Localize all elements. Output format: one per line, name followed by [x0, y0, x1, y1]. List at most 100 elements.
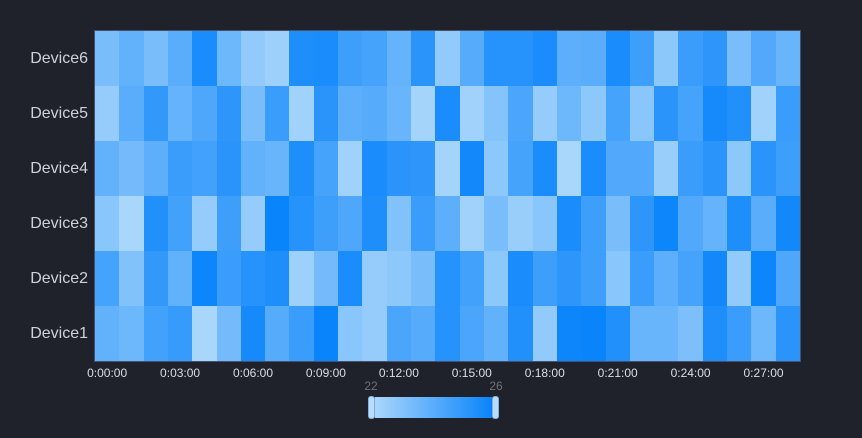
heatmap-cell[interactable] — [727, 86, 752, 141]
heatmap-cell[interactable] — [265, 141, 290, 196]
heatmap-cell[interactable] — [313, 86, 339, 141]
heatmap-cell[interactable] — [313, 31, 339, 86]
heatmap-cell[interactable] — [95, 141, 120, 196]
heatmap-cell[interactable] — [265, 86, 290, 141]
heatmap-cell[interactable] — [167, 141, 193, 196]
heatmap-cell[interactable] — [313, 196, 339, 251]
heatmap-cell[interactable] — [775, 306, 800, 361]
heatmap-cell[interactable] — [362, 251, 387, 306]
heatmap-cell[interactable] — [508, 86, 533, 141]
heatmap-cell[interactable] — [362, 306, 387, 361]
heatmap-cell[interactable] — [654, 86, 679, 141]
heatmap-cell[interactable] — [678, 86, 703, 141]
heatmap-cell[interactable] — [483, 196, 509, 251]
heatmap-cell[interactable] — [167, 306, 193, 361]
heatmap-cell[interactable] — [532, 251, 557, 306]
heatmap-cell[interactable] — [216, 306, 241, 361]
heatmap-cell[interactable] — [459, 141, 484, 196]
heatmap-cell[interactable] — [556, 251, 582, 306]
heatmap-cell[interactable] — [411, 196, 436, 251]
heatmap-cell[interactable] — [605, 196, 630, 251]
heatmap-cell[interactable] — [629, 86, 655, 141]
heatmap-cell[interactable] — [654, 306, 679, 361]
heatmap-cell[interactable] — [95, 31, 120, 86]
heatmap-cell[interactable] — [508, 31, 533, 86]
heatmap-cell[interactable] — [727, 306, 752, 361]
heatmap-cell[interactable] — [605, 306, 630, 361]
heatmap-cell[interactable] — [95, 196, 120, 251]
heatmap-cell[interactable] — [483, 251, 509, 306]
heatmap-cell[interactable] — [167, 31, 193, 86]
heatmap-cell[interactable] — [119, 141, 144, 196]
heatmap-cell[interactable] — [240, 196, 266, 251]
heatmap-cell[interactable] — [629, 141, 655, 196]
heatmap-cell[interactable] — [119, 196, 144, 251]
heatmap-cell[interactable] — [289, 31, 314, 86]
heatmap-cell[interactable] — [727, 196, 752, 251]
heatmap-cell[interactable] — [240, 251, 266, 306]
heatmap-cell[interactable] — [532, 141, 557, 196]
heatmap-cell[interactable] — [143, 31, 168, 86]
heatmap-cell[interactable] — [727, 31, 752, 86]
heatmap-cell[interactable] — [459, 251, 484, 306]
heatmap-cell[interactable] — [727, 251, 752, 306]
heatmap-cell[interactable] — [678, 141, 703, 196]
heatmap-cell[interactable] — [240, 31, 266, 86]
heatmap-cell[interactable] — [192, 306, 217, 361]
heatmap-cell[interactable] — [240, 141, 266, 196]
heatmap-cell[interactable] — [386, 306, 412, 361]
heatmap-cell[interactable] — [435, 196, 460, 251]
heatmap-cell[interactable] — [581, 251, 606, 306]
heatmap-cell[interactable] — [751, 306, 776, 361]
heatmap-cell[interactable] — [386, 86, 412, 141]
heatmap-cell[interactable] — [435, 141, 460, 196]
heatmap-cell[interactable] — [775, 251, 800, 306]
heatmap-cell[interactable] — [411, 31, 436, 86]
visualmap-gradient-track[interactable] — [375, 397, 492, 418]
heatmap-cell[interactable] — [483, 86, 509, 141]
heatmap-cell[interactable] — [775, 141, 800, 196]
heatmap-cell[interactable] — [411, 306, 436, 361]
heatmap-cell[interactable] — [192, 86, 217, 141]
heatmap-cell[interactable] — [532, 86, 557, 141]
heatmap-cell[interactable] — [362, 31, 387, 86]
heatmap-cell[interactable] — [605, 86, 630, 141]
heatmap-cell[interactable] — [192, 31, 217, 86]
heatmap-cell[interactable] — [727, 141, 752, 196]
heatmap-cell[interactable] — [581, 86, 606, 141]
heatmap-cell[interactable] — [581, 306, 606, 361]
heatmap-cell[interactable] — [289, 196, 314, 251]
visualmap-right-handle[interactable] — [492, 396, 499, 419]
heatmap-cell[interactable] — [216, 86, 241, 141]
heatmap-cell[interactable] — [751, 141, 776, 196]
heatmap-cell[interactable] — [167, 86, 193, 141]
heatmap-cell[interactable] — [751, 251, 776, 306]
heatmap-cell[interactable] — [556, 86, 582, 141]
heatmap-cell[interactable] — [216, 141, 241, 196]
heatmap-cell[interactable] — [386, 141, 412, 196]
heatmap-cell[interactable] — [751, 31, 776, 86]
heatmap-cell[interactable] — [95, 86, 120, 141]
heatmap-cell[interactable] — [289, 251, 314, 306]
heatmap-cell[interactable] — [605, 141, 630, 196]
heatmap-cell[interactable] — [702, 141, 728, 196]
heatmap-cell[interactable] — [654, 196, 679, 251]
heatmap-cell[interactable] — [338, 141, 363, 196]
heatmap-cell[interactable] — [386, 196, 412, 251]
heatmap-cell[interactable] — [702, 86, 728, 141]
heatmap-cell[interactable] — [240, 306, 266, 361]
heatmap-cell[interactable] — [775, 196, 800, 251]
heatmap-cell[interactable] — [95, 251, 120, 306]
heatmap-cell[interactable] — [435, 251, 460, 306]
heatmap-cell[interactable] — [775, 86, 800, 141]
heatmap-cell[interactable] — [143, 251, 168, 306]
heatmap-cell[interactable] — [459, 86, 484, 141]
heatmap-cell[interactable] — [508, 251, 533, 306]
heatmap-cell[interactable] — [143, 86, 168, 141]
heatmap-cell[interactable] — [556, 31, 582, 86]
heatmap-cell[interactable] — [532, 306, 557, 361]
heatmap-cell[interactable] — [289, 141, 314, 196]
heatmap-cell[interactable] — [751, 196, 776, 251]
heatmap-cell[interactable] — [605, 251, 630, 306]
heatmap-cell[interactable] — [386, 31, 412, 86]
